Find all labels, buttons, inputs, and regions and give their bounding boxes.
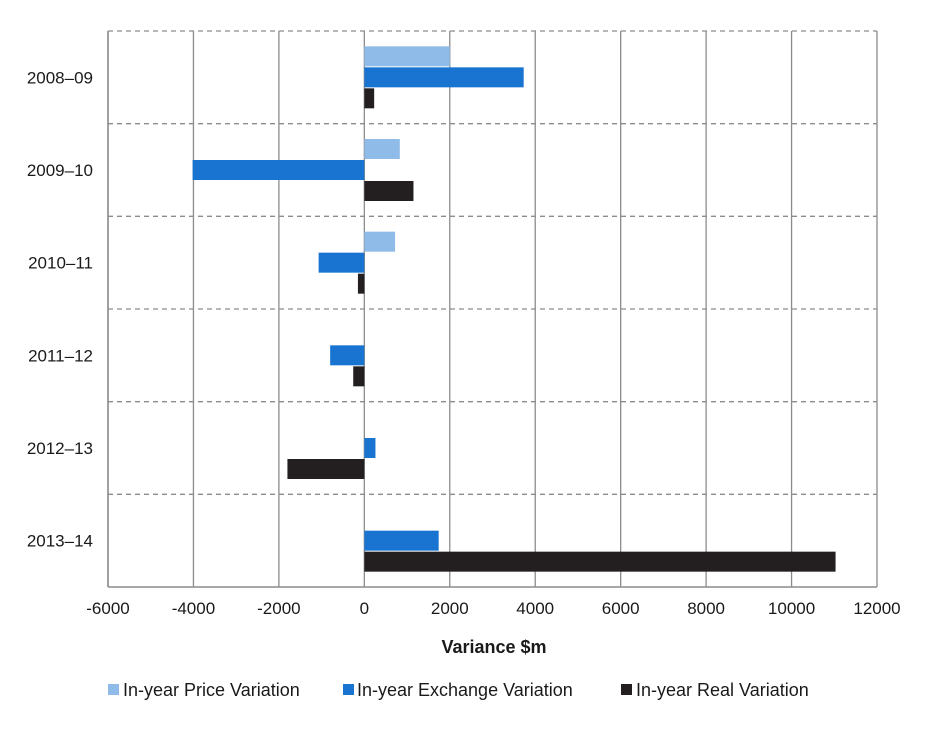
category-labels: 2008–09 2009–10 2010–11 2011–12 2012–13 2013–… — [27, 68, 93, 550]
bar-2-6 — [364, 530, 439, 551]
x-tick-label: 2000 — [431, 599, 469, 618]
legend-swatch — [621, 684, 632, 695]
bar-3-2 — [364, 181, 414, 201]
bar-1-2 — [364, 139, 400, 159]
bar-1-3 — [364, 231, 396, 252]
bar-2-5 — [364, 438, 376, 458]
legend-label: In-year Exchange Variation — [357, 680, 573, 700]
category-label: 2010–11 — [28, 254, 93, 273]
bar-1-1 — [364, 46, 450, 67]
category-label: 2009–10 — [27, 161, 93, 180]
bar-3-5 — [287, 459, 365, 479]
x-tick-label: -2000 — [257, 599, 300, 618]
category-label: 2012–13 — [27, 439, 93, 458]
legend-label: In-year Price Variation — [123, 680, 300, 700]
category-label: 2008–09 — [27, 68, 93, 87]
axes — [107, 31, 877, 588]
legend-swatch — [343, 684, 354, 695]
grid-lines — [107, 30, 878, 587]
x-tick-label: 12000 — [853, 599, 900, 618]
x-tick-label: 10000 — [768, 599, 815, 618]
x-tick-labels: -6000 -4000 -2000 0 2000 4000 6000 8000 10000 120… — [86, 599, 900, 618]
x-tick-label: 0 — [360, 599, 369, 618]
x-axis-title: Variance $m — [441, 637, 546, 657]
x-tick-label: 6000 — [602, 599, 640, 618]
bar-3-1 — [364, 88, 375, 109]
bars — [192, 46, 836, 572]
bar-2-1 — [364, 67, 524, 88]
legend: In-year Price Variation In-year Exchange … — [108, 680, 809, 700]
x-tick-label: -6000 — [86, 599, 129, 618]
category-label: 2011–12 — [28, 346, 93, 365]
x-tick-label: 4000 — [516, 599, 554, 618]
bar-2-2 — [192, 160, 365, 180]
bar-2-4 — [330, 345, 365, 366]
x-tick-label: 8000 — [687, 599, 725, 618]
x-tick-label: -4000 — [172, 599, 215, 618]
category-label: 2013–14 — [27, 532, 93, 551]
legend-swatch — [108, 684, 119, 695]
bar-3-6 — [364, 551, 836, 572]
legend-label: In-year Real Variation — [636, 680, 809, 700]
bar-3-4 — [353, 366, 365, 387]
bar-2-3 — [318, 252, 365, 273]
bar-3-3 — [357, 273, 365, 294]
